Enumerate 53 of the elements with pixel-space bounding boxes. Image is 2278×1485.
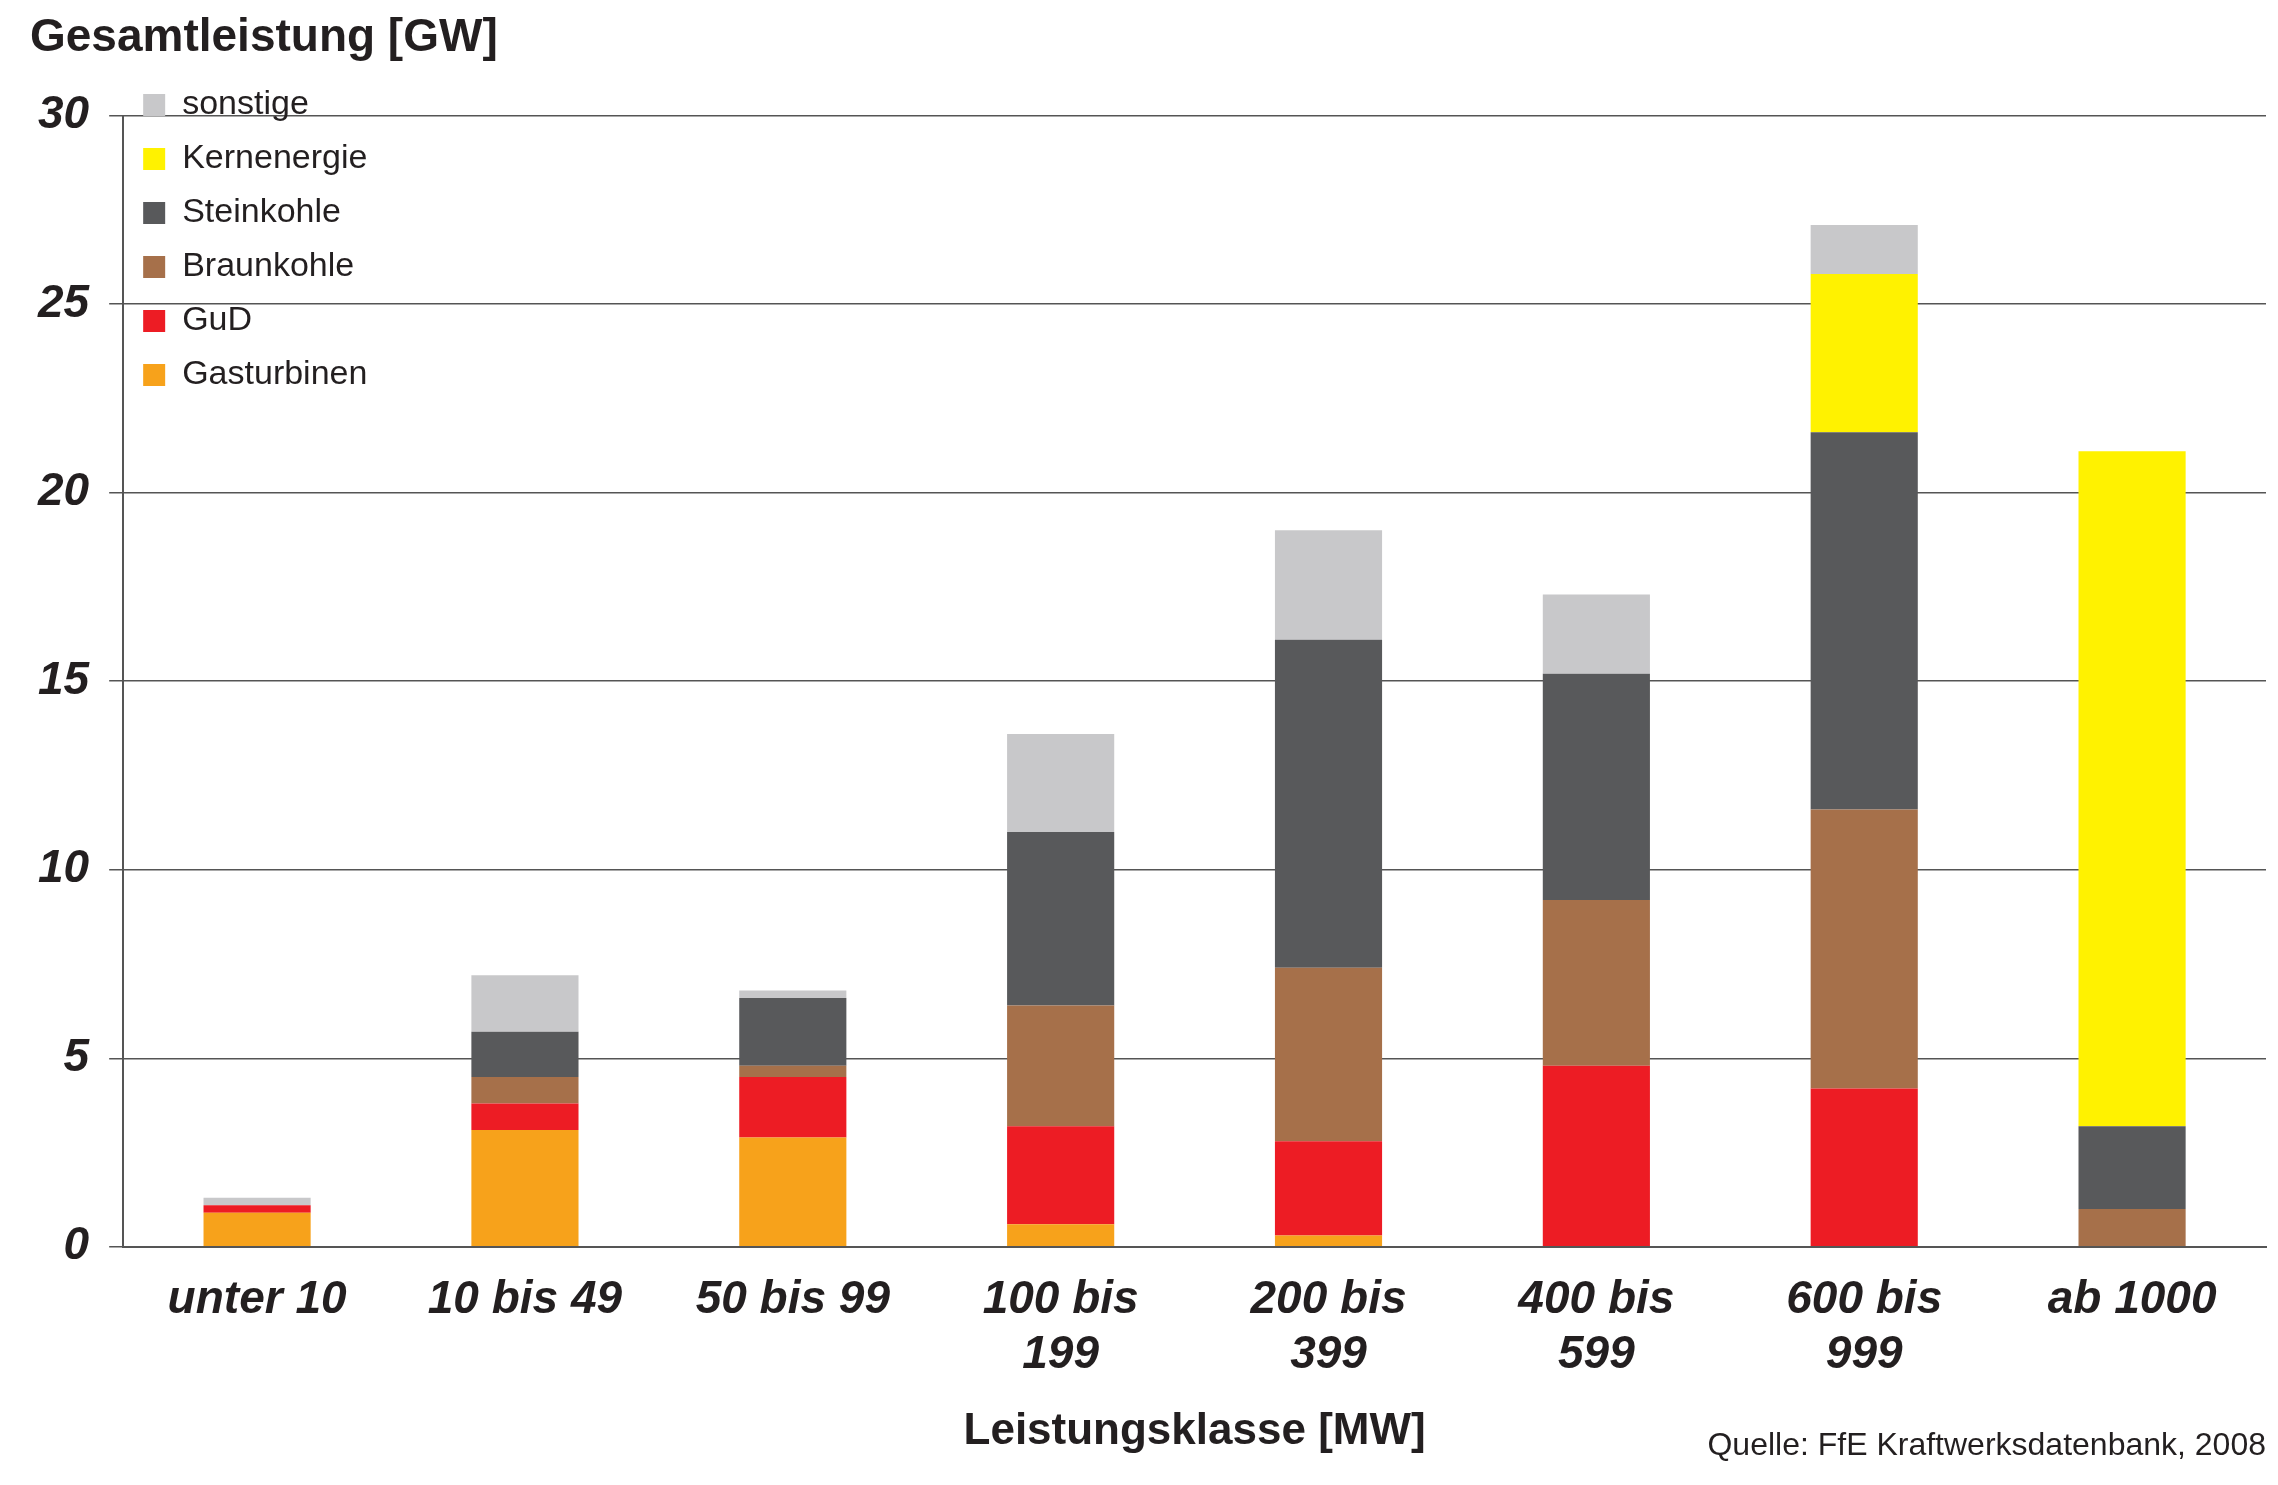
bar	[203, 1212, 311, 1247]
bar	[739, 1137, 847, 1247]
x-tick-label: 50 bis 99	[695, 1271, 891, 1324]
y-tick-label: 15	[37, 651, 91, 704]
bar	[1810, 224, 1918, 274]
bar	[471, 1077, 579, 1104]
legend-label: Steinkohle	[182, 191, 341, 230]
legend-label: Braunkohle	[182, 245, 355, 284]
bar	[1274, 1235, 1383, 1247]
bar	[1274, 1141, 1383, 1236]
bar	[2078, 1209, 2186, 1247]
bar	[2078, 451, 2186, 1127]
y-tick-label: 30	[37, 86, 90, 139]
x-tick-label: 100 bis 199	[982, 1271, 1139, 1379]
bar	[1810, 1088, 1918, 1247]
bar	[1810, 273, 1918, 433]
x-tick-label: 10 bis 49	[427, 1271, 623, 1324]
bar	[1007, 1005, 1115, 1127]
y-tick-label: 5	[63, 1028, 91, 1081]
bar	[471, 975, 579, 1032]
bar	[739, 990, 847, 998]
x-tick-label: 200 bis 399	[1249, 1271, 1407, 1379]
y-tick-label: 25	[36, 274, 91, 327]
bar	[471, 1129, 579, 1247]
x-tick-label: ab 1000	[2047, 1271, 2217, 1324]
bar	[1810, 809, 1918, 1089]
bar	[1007, 733, 1115, 833]
bar	[739, 1065, 847, 1078]
bar	[1007, 1126, 1115, 1225]
legend-label: Gasturbinen	[182, 353, 368, 392]
bar	[2078, 1126, 2186, 1210]
y-tick-label: 20	[36, 463, 90, 516]
legend-label: Kernenergie	[182, 137, 368, 176]
y-axis-title: Gesamtleistung [GW]	[30, 8, 499, 63]
bar	[1274, 530, 1383, 640]
x-tick-label: 600 bis 999	[1786, 1271, 1943, 1379]
x-tick-label: unter 10	[167, 1271, 347, 1324]
legend-label: GuD	[182, 299, 253, 338]
legend-label: sonstige	[182, 83, 309, 122]
bar	[471, 1103, 579, 1130]
bar	[1542, 1065, 1650, 1247]
bar	[203, 1205, 311, 1213]
x-axis-title: Leistungsklasse [MW]	[963, 1403, 1426, 1453]
y-tick-label: 0	[63, 1217, 90, 1270]
y-tick-label: 10	[37, 840, 90, 893]
bar	[739, 1077, 847, 1138]
bar	[1274, 967, 1383, 1142]
x-tick-label: 400 bis 599	[1517, 1271, 1675, 1379]
bar	[1007, 1224, 1115, 1247]
bar	[203, 1197, 311, 1206]
bar	[1542, 594, 1650, 674]
source-note: Quelle: FfE Kraftwerksdatenbank, 2008	[1707, 1425, 2266, 1462]
bar	[1542, 899, 1650, 1066]
